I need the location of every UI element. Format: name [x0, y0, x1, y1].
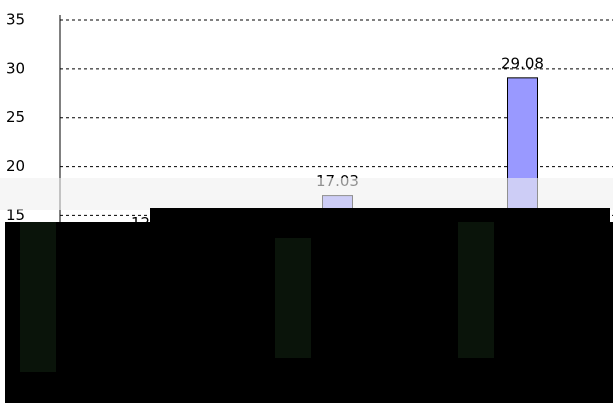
- y-tick-label: 20: [6, 157, 25, 175]
- y-tick-label: 30: [6, 59, 25, 77]
- value-label: 29.08: [501, 54, 544, 72]
- glitch-block: [458, 222, 494, 358]
- y-tick-label: 35: [6, 11, 25, 29]
- glitch-block: [20, 222, 56, 372]
- glitch-block: [275, 238, 311, 358]
- occlusion: [0, 178, 613, 403]
- glitch-strip: [150, 208, 610, 224]
- y-tick-label: 25: [6, 108, 25, 126]
- y-tick-label: 15: [6, 206, 25, 224]
- glitch-band: [0, 178, 613, 210]
